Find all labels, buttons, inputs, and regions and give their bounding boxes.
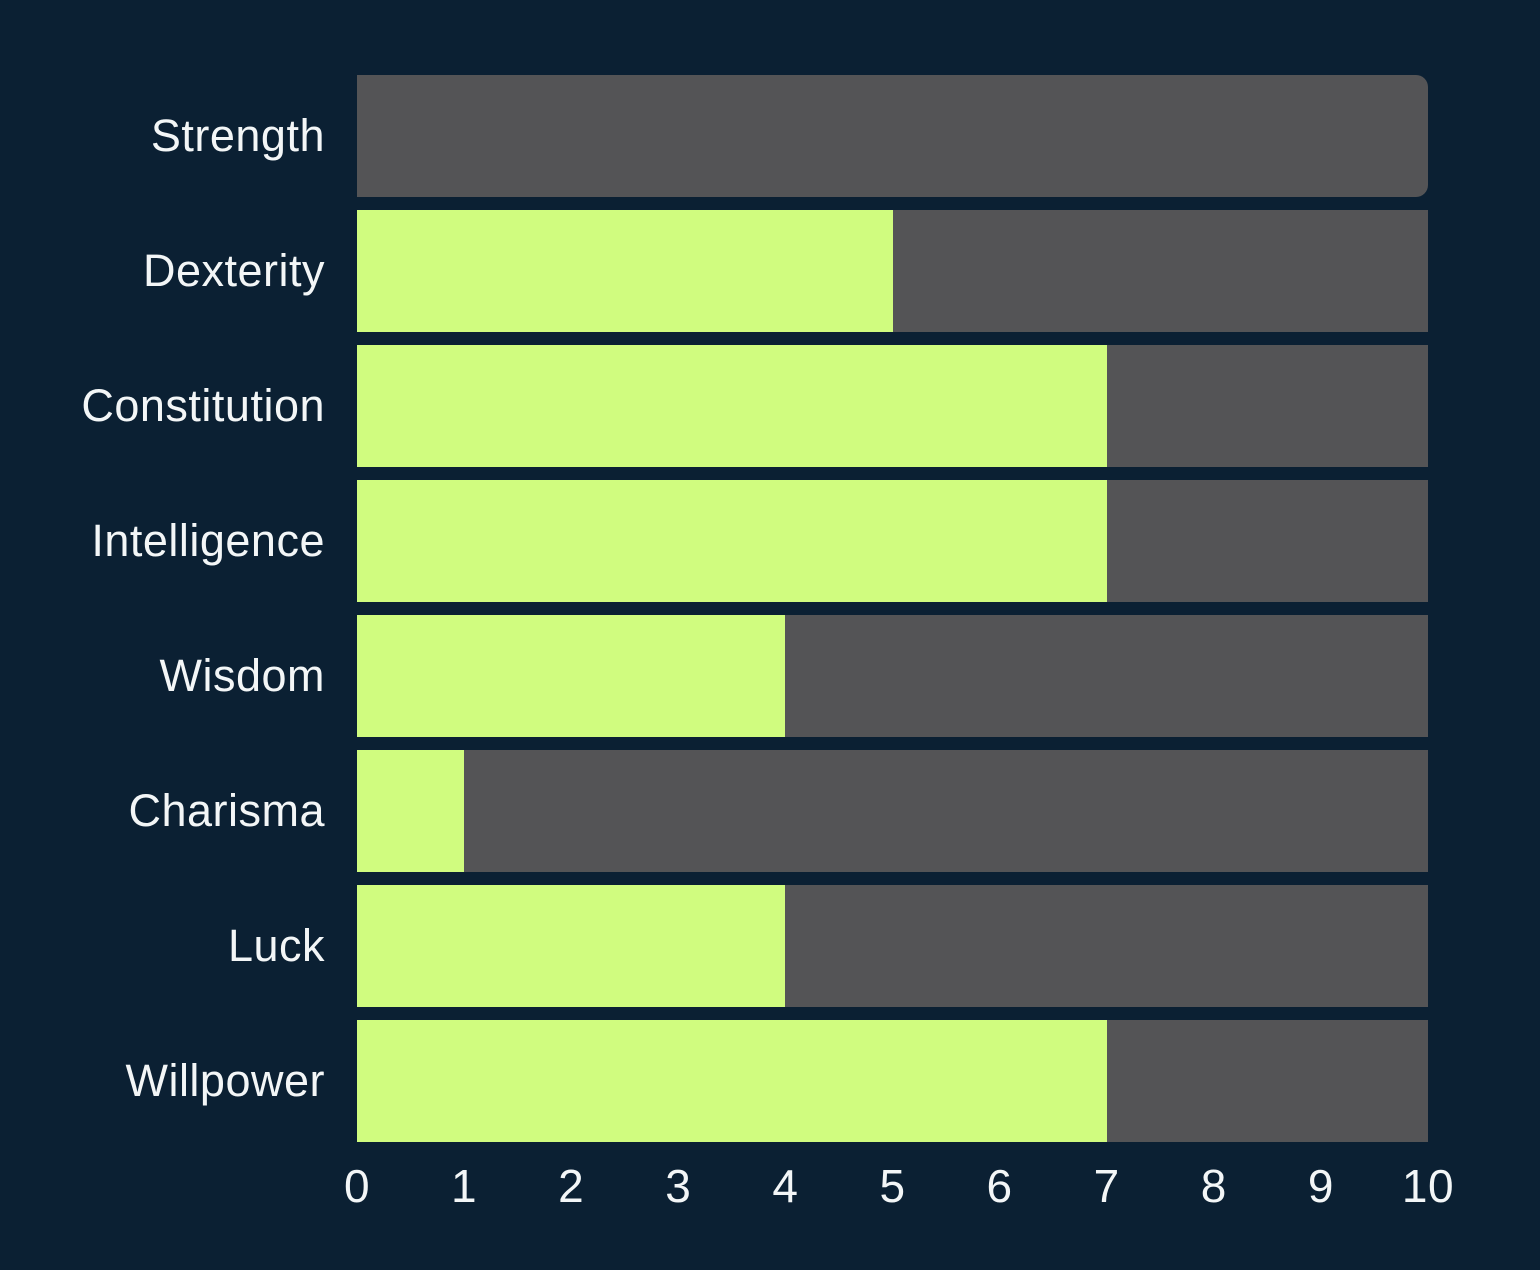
x-axis-tick-label: 3 [665, 1160, 692, 1212]
bar-row: Wisdom [0, 608, 1540, 743]
x-axis-tick-label: 4 [772, 1160, 799, 1212]
bar-label: Strength [150, 110, 325, 161]
bar-fill [357, 479, 1107, 602]
bar-fill [357, 884, 786, 1007]
x-axis-tick-label: 5 [879, 1160, 906, 1212]
bar-track [357, 749, 1428, 872]
bar-label: Willpower [125, 1055, 325, 1106]
x-axis-tick-label: 8 [1200, 1160, 1227, 1212]
bar-track [357, 479, 1428, 602]
bar-fill [357, 614, 786, 737]
bar-row: Dexterity [0, 203, 1540, 338]
bar-track [357, 209, 1428, 332]
bar-fill [357, 344, 1107, 467]
bar-row: Strength [0, 68, 1540, 203]
bar-row: Intelligence [0, 473, 1540, 608]
bar-fill [357, 209, 893, 332]
bar-label: Intelligence [91, 515, 325, 566]
bar-track [357, 1019, 1428, 1142]
bar-label: Constitution [81, 380, 325, 431]
x-axis-tick-label: 6 [986, 1160, 1013, 1212]
x-axis: 0 1 2 3 4 5 6 7 8 9 10 [344, 1155, 1454, 1225]
bar-track [357, 614, 1428, 737]
x-axis-tick-label: 2 [558, 1160, 585, 1212]
bar-label: Dexterity [142, 245, 325, 296]
bar-label: Luck [227, 920, 325, 971]
bar-label: Charisma [128, 785, 325, 836]
bar-fill [357, 1019, 1107, 1142]
bar-label: Wisdom [159, 650, 325, 701]
bar-row: Charisma [0, 743, 1540, 878]
x-axis-tick-label: 9 [1307, 1160, 1334, 1212]
x-axis-tick-label: 1 [451, 1160, 478, 1212]
bar-track [357, 74, 1428, 197]
bar-row: Willpower [0, 1013, 1540, 1148]
bar-rows: Strength Dexterity Constitution Intelligenc… [0, 68, 1540, 1148]
bar-row: Luck [0, 878, 1540, 1013]
x-axis-tick-label: 0 [343, 1160, 371, 1212]
bar-fill [357, 749, 465, 872]
bar-row: Constitution [0, 338, 1540, 473]
x-axis-tick-label: 7 [1093, 1160, 1120, 1212]
x-axis-tick-label: 10 [1401, 1160, 1455, 1212]
bar-track [357, 884, 1428, 1007]
bar-track [357, 344, 1428, 467]
